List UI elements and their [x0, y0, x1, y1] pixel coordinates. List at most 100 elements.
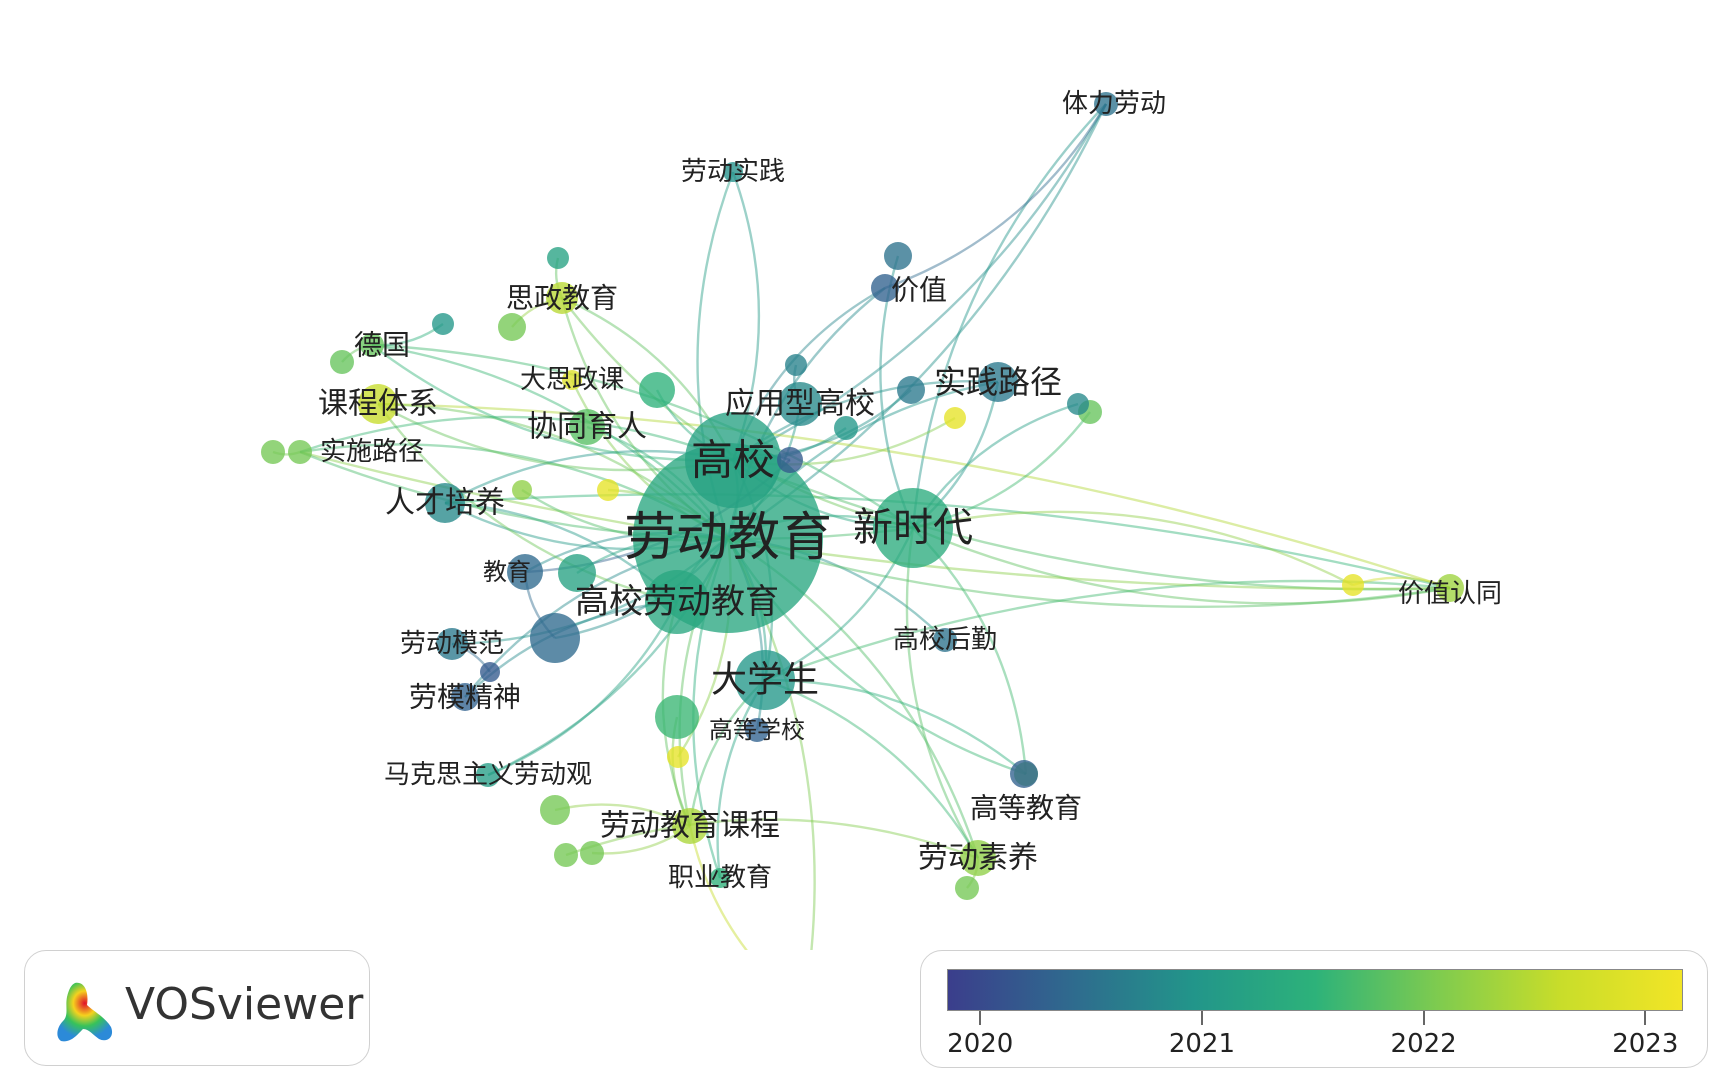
link-edge [299, 450, 914, 540]
node-n-green8[interactable] [955, 876, 979, 900]
node-label-jiazhi-rentong: 价值认同 [1398, 579, 1502, 609]
year-colorbar [947, 969, 1683, 1011]
node-rencai[interactable] [425, 483, 465, 523]
nodes-layer [261, 92, 1464, 900]
node-n-purple2[interactable] [480, 662, 500, 682]
link-edge [912, 526, 1451, 605]
node-label-yingyongxing: 应用型高校 [725, 387, 875, 422]
node-label-laodong-jiaoyu: 劳动教育 [624, 508, 832, 568]
node-n-green1[interactable] [330, 350, 354, 374]
legend-tick-label: 2023 [1612, 1029, 1679, 1059]
node-n-blue1[interactable] [530, 613, 580, 663]
link-edge [487, 601, 679, 777]
link-edge [444, 493, 1451, 590]
node-label-gaoxiao: 高校 [691, 436, 775, 485]
link-edge [912, 510, 1354, 587]
node-shishi-lujing[interactable] [288, 440, 312, 464]
node-jiazhi-rentong[interactable] [1436, 574, 1464, 602]
legend-tick-label: 2020 [947, 1029, 1014, 1059]
node-laodong-mofan[interactable] [436, 628, 468, 660]
node-label-jiazhi: 价值 [891, 274, 947, 307]
node-n-blue5[interactable] [884, 242, 912, 270]
link-edge [905, 527, 980, 859]
node-jiaoyu[interactable] [507, 554, 543, 590]
node-n-green5[interactable] [540, 795, 570, 825]
node-tili[interactable] [1094, 92, 1118, 116]
node-dasizheng[interactable] [562, 370, 582, 390]
node-n-teal3[interactable] [655, 695, 699, 739]
node-shijian-lujing[interactable] [978, 362, 1018, 402]
node-ldjy-kecheng[interactable] [672, 808, 708, 844]
node-gaoxiao-ldjy[interactable] [645, 570, 709, 634]
node-n-green2[interactable] [261, 440, 285, 464]
link-edge [565, 818, 979, 860]
node-label-zhiye: 职业教育 [668, 863, 772, 893]
node-label-gaoxiao-ldjy: 高校劳动教育 [575, 582, 779, 622]
link-edge [764, 579, 1451, 682]
node-n-green9[interactable] [512, 480, 532, 500]
node-n-yellow4[interactable] [944, 407, 966, 429]
node-label-gaodeng-jiaoyu: 高等教育 [970, 792, 1082, 825]
node-n-teal2[interactable] [558, 554, 596, 592]
node-ldsy[interactable] [960, 840, 996, 876]
node-label-laodong-mofan: 劳动模范 [400, 629, 504, 659]
link-edge [299, 450, 1451, 590]
node-label-gaodeng-xuexiao: 高等学校 [709, 716, 805, 744]
node-n-blue2[interactable] [897, 376, 925, 404]
node-n-yellow3[interactable] [667, 746, 689, 768]
node-n-green7[interactable] [554, 843, 578, 867]
node-n-yellow2[interactable] [597, 479, 619, 501]
node-n-teal1[interactable] [639, 372, 675, 408]
node-n-blue4[interactable] [1067, 393, 1089, 415]
node-n-purple3[interactable] [1010, 760, 1038, 788]
node-kecheng-tixi[interactable] [358, 384, 398, 424]
node-n-yellow1[interactable] [1342, 574, 1364, 596]
legend-tick [1200, 1011, 1203, 1025]
legend-tick [979, 1011, 982, 1025]
node-zhiye[interactable] [710, 868, 730, 888]
node-deguo[interactable] [360, 333, 384, 357]
legend-tick-label: 2022 [1390, 1029, 1457, 1059]
node-sizheng[interactable] [546, 282, 578, 314]
node-label-kecheng-tixi: 课程体系 [318, 387, 438, 422]
vosviewer-logo-box: VOSviewer [24, 950, 370, 1066]
link-edge [764, 678, 1027, 775]
node-gaoxiao-houqin[interactable] [933, 628, 957, 652]
year-legend: 2020 2021 2022 2023 [920, 950, 1708, 1068]
legend-tick [1422, 1011, 1425, 1025]
node-laomo[interactable] [451, 683, 479, 711]
node-n-teal6[interactable] [834, 416, 858, 440]
node-makesi[interactable] [476, 763, 500, 787]
node-label-daxuesheng: 大学生 [711, 660, 819, 701]
node-label-shijian: 劳动实践 [681, 157, 785, 187]
node-label-xinshidai: 新时代 [853, 505, 973, 551]
link-edge [716, 679, 767, 879]
link-edge [377, 402, 1451, 590]
node-n-blue3[interactable] [785, 354, 807, 376]
node-label-ldjy-kecheng: 劳动教育课程 [600, 809, 780, 844]
link-edge [299, 415, 734, 462]
node-label-tili: 体力劳动 [1062, 89, 1166, 119]
node-n-purple1[interactable] [777, 447, 803, 473]
node-label-shijian-lujing: 实践路径 [934, 363, 1062, 401]
node-n-green3[interactable] [498, 313, 526, 341]
node-n-green6[interactable] [580, 841, 604, 865]
node-jiazhi[interactable] [871, 274, 899, 302]
node-gaoxiao[interactable] [685, 412, 781, 508]
node-daxuesheng[interactable] [735, 650, 795, 710]
node-gaodeng-xuexiao[interactable] [745, 718, 769, 742]
node-xietong[interactable] [569, 409, 605, 445]
node-n-teal4[interactable] [432, 313, 454, 335]
link-edge [764, 678, 980, 859]
legend-tick [1644, 1011, 1647, 1025]
node-xinshidai[interactable] [873, 488, 953, 568]
legend-tick-label: 2021 [1168, 1029, 1236, 1059]
node-shijian[interactable] [723, 162, 743, 182]
link-edge [377, 403, 678, 604]
node-label-laomo: 劳模精神 [409, 681, 521, 714]
node-n-teal5[interactable] [547, 247, 569, 269]
node-label-xietong: 协同育人 [527, 410, 647, 445]
node-yingyongxing[interactable] [778, 382, 822, 426]
